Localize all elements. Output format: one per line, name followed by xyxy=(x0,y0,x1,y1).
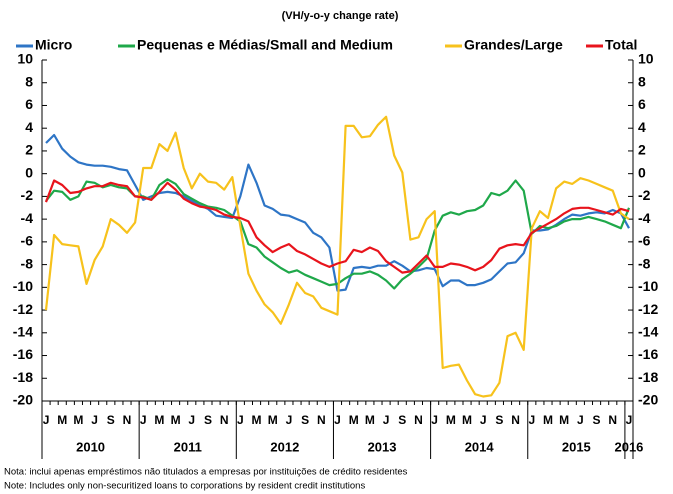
x-tick-label: J xyxy=(140,413,147,427)
x-tick-label: N xyxy=(220,413,229,427)
y-tick-label: -4 xyxy=(21,210,34,226)
y2-tick-label: -10 xyxy=(638,278,658,294)
x-tick-label: S xyxy=(107,413,115,427)
x-tick-label: M xyxy=(559,413,569,427)
chart-title: (VH/y-o-y change rate) xyxy=(282,10,399,22)
x-tick-label: J xyxy=(188,413,195,427)
y-tick-label: -14 xyxy=(13,324,33,340)
y2-tick-label: 8 xyxy=(638,73,646,89)
y2-tick-label: 10 xyxy=(638,51,654,67)
y2-tick-label: -12 xyxy=(638,301,658,317)
note: Nota: inclui apenas empréstimos não titu… xyxy=(4,467,408,478)
y2-tick-label: 2 xyxy=(638,142,646,158)
y-tick-label: -6 xyxy=(21,233,34,249)
x-tick-label: J xyxy=(577,413,584,427)
series-line xyxy=(44,179,630,274)
y-tick-label: 2 xyxy=(25,142,33,158)
y2-tick-label: -6 xyxy=(638,233,651,249)
y-tick-label: 4 xyxy=(25,119,33,135)
x-tick-label: J xyxy=(626,413,633,427)
y2-tick-label: 6 xyxy=(638,96,646,112)
y-tick-label: -16 xyxy=(13,346,33,362)
x-tick-label: M xyxy=(268,413,278,427)
x-tick-label: N xyxy=(123,413,132,427)
x-tick-label: M xyxy=(171,413,181,427)
x-tick-label: M xyxy=(462,413,472,427)
y-tick-label: -2 xyxy=(21,187,34,203)
x-tick-label: J xyxy=(383,413,390,427)
x-tick-label: J xyxy=(91,413,98,427)
y-tick-label: -12 xyxy=(13,301,33,317)
legend-label: Grandes/Large xyxy=(464,37,563,53)
x-tick-label: J xyxy=(286,413,293,427)
x-tick-label: M xyxy=(349,413,359,427)
y2-tick-label: -8 xyxy=(638,255,651,271)
y2-tick-label: -4 xyxy=(638,210,651,226)
year-label: 2010 xyxy=(76,439,105,454)
x-tick-label: M xyxy=(252,413,262,427)
series-line xyxy=(44,115,630,398)
y-tick-label: 10 xyxy=(17,51,33,67)
x-tick-label: S xyxy=(398,413,406,427)
x-tick-label: M xyxy=(446,413,456,427)
y2-tick-label: 0 xyxy=(638,164,646,180)
y-tick-label: 8 xyxy=(25,73,33,89)
y2-tick-label: -2 xyxy=(638,187,651,203)
x-tick-label: S xyxy=(301,413,309,427)
year-label: 2016 xyxy=(614,439,643,454)
y-tick-label: -10 xyxy=(13,278,33,294)
x-tick-label: S xyxy=(495,413,503,427)
x-tick-label: J xyxy=(237,413,244,427)
y-tick-label: -8 xyxy=(21,255,34,271)
y2-tick-label: -20 xyxy=(638,392,658,408)
y-tick-label: -20 xyxy=(13,392,33,408)
y2-tick-label: 4 xyxy=(638,119,646,135)
x-tick-label: N xyxy=(608,413,617,427)
x-tick-label: M xyxy=(543,413,553,427)
year-label: 2014 xyxy=(465,439,495,454)
x-tick-label: J xyxy=(528,413,535,427)
x-tick-label: N xyxy=(511,413,520,427)
legend-label: Total xyxy=(605,37,637,53)
x-tick-label: N xyxy=(317,413,326,427)
x-tick-label: S xyxy=(204,413,212,427)
y2-tick-label: -16 xyxy=(638,346,658,362)
x-tick-label: M xyxy=(57,413,67,427)
y2-tick-label: -14 xyxy=(638,324,658,340)
year-label: 2013 xyxy=(368,439,397,454)
x-tick-label: J xyxy=(431,413,438,427)
legend-label: Pequenas e Médias/Small and Medium xyxy=(137,37,393,53)
x-tick-label: J xyxy=(334,413,341,427)
x-tick-label: M xyxy=(73,413,83,427)
y-tick-label: -18 xyxy=(13,369,33,385)
year-label: 2011 xyxy=(174,439,202,454)
y-tick-label: 0 xyxy=(25,164,33,180)
x-tick-label: N xyxy=(414,413,423,427)
y-tick-label: 6 xyxy=(25,96,33,112)
x-tick-label: J xyxy=(43,413,50,427)
x-tick-label: M xyxy=(365,413,375,427)
year-label: 2012 xyxy=(270,439,299,454)
x-tick-label: S xyxy=(593,413,601,427)
note: Note: Includes only non-securitized loan… xyxy=(4,481,365,492)
x-tick-label: M xyxy=(154,413,164,427)
legend-label: Micro xyxy=(35,37,72,53)
x-tick-label: J xyxy=(480,413,487,427)
year-label: 2015 xyxy=(562,439,591,454)
y2-tick-label: -18 xyxy=(638,369,658,385)
